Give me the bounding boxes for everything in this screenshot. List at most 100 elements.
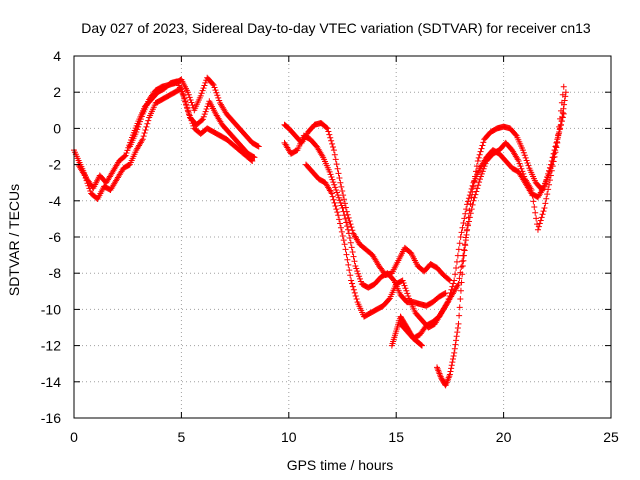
data-point (121, 153, 128, 160)
data-point (333, 186, 340, 193)
data-point (344, 223, 351, 230)
data-point (458, 279, 465, 286)
data-point (134, 126, 141, 133)
y-tick-label: -10 (41, 301, 61, 317)
data-point (455, 320, 462, 327)
data-point (330, 147, 337, 154)
data-point (200, 113, 207, 120)
data-point (467, 210, 474, 217)
data-point (535, 223, 542, 230)
data-point (399, 277, 406, 284)
data-point (472, 173, 479, 180)
data-point (333, 206, 340, 213)
data-point (520, 170, 527, 177)
series-arc-i (434, 83, 567, 389)
y-tick-label: -4 (49, 193, 62, 209)
data-point (445, 276, 452, 283)
data-point (344, 211, 351, 218)
data-point (338, 202, 345, 209)
data-point (83, 177, 90, 184)
data-point (403, 287, 410, 294)
data-point (335, 194, 342, 201)
data-point (390, 276, 397, 283)
data-point (479, 168, 486, 175)
data-point (351, 258, 358, 265)
data-point (342, 246, 349, 253)
data-point (327, 171, 334, 178)
data-point (480, 139, 487, 146)
data-point (340, 192, 347, 199)
data-point (133, 129, 140, 136)
data-point (451, 345, 458, 352)
data-point (197, 92, 204, 99)
data-point (516, 160, 523, 167)
data-point (329, 144, 336, 151)
data-point (453, 265, 460, 272)
data-point (326, 168, 333, 175)
data-point (557, 115, 564, 122)
data-point (341, 212, 348, 219)
data-point (459, 271, 466, 278)
data-point (356, 275, 363, 282)
data-point (448, 362, 455, 369)
data-point (352, 292, 359, 299)
data-point (533, 215, 540, 222)
data-point (519, 147, 526, 154)
data-point (519, 168, 526, 175)
y-axis-label: SDTVAR / TECUs (6, 184, 22, 296)
data-point (82, 175, 89, 182)
data-point (327, 134, 334, 141)
data-point (185, 91, 192, 98)
data-point (529, 192, 536, 199)
data-point (525, 162, 532, 169)
data-point (215, 94, 222, 101)
data-point (254, 142, 261, 149)
data-point (418, 342, 425, 349)
data-point (401, 282, 408, 289)
data-point (353, 265, 360, 272)
data-point (531, 204, 538, 211)
data-point (528, 186, 535, 193)
data-point (349, 248, 356, 255)
data-point (200, 85, 207, 92)
data-point (346, 217, 353, 224)
data-point (143, 123, 150, 130)
data-point (336, 197, 343, 204)
data-point (451, 277, 458, 284)
data-point (471, 178, 478, 185)
data-point (461, 252, 468, 259)
data-point (349, 280, 356, 287)
data-point (553, 144, 560, 151)
data-point (184, 107, 191, 114)
x-tick-labels: 0 5 10 15 20 25 (70, 429, 619, 445)
data-point (524, 160, 531, 167)
y-tick-label: -16 (41, 410, 61, 426)
data-point (324, 125, 331, 132)
data-point (541, 205, 548, 212)
data-point (345, 226, 352, 233)
data-point (335, 212, 342, 219)
data-point (468, 206, 475, 213)
data-point (142, 126, 149, 133)
data-point (448, 365, 455, 372)
data-point (473, 188, 480, 195)
data-point (199, 116, 206, 123)
data-point (482, 160, 489, 167)
data-point (469, 182, 476, 189)
data-point (556, 123, 563, 130)
data-point (190, 122, 197, 129)
data-point (532, 209, 539, 216)
data-point (332, 202, 339, 209)
series-arc-c (126, 74, 262, 150)
data-point (477, 173, 484, 180)
data-point (457, 296, 464, 303)
data-point (449, 359, 456, 366)
data-point (216, 97, 223, 104)
data-point (512, 131, 519, 138)
data-point (340, 237, 347, 244)
data-point (249, 157, 256, 164)
data-point (348, 224, 355, 231)
data-point (337, 179, 344, 186)
data-point (182, 97, 189, 104)
data-point (461, 246, 468, 253)
